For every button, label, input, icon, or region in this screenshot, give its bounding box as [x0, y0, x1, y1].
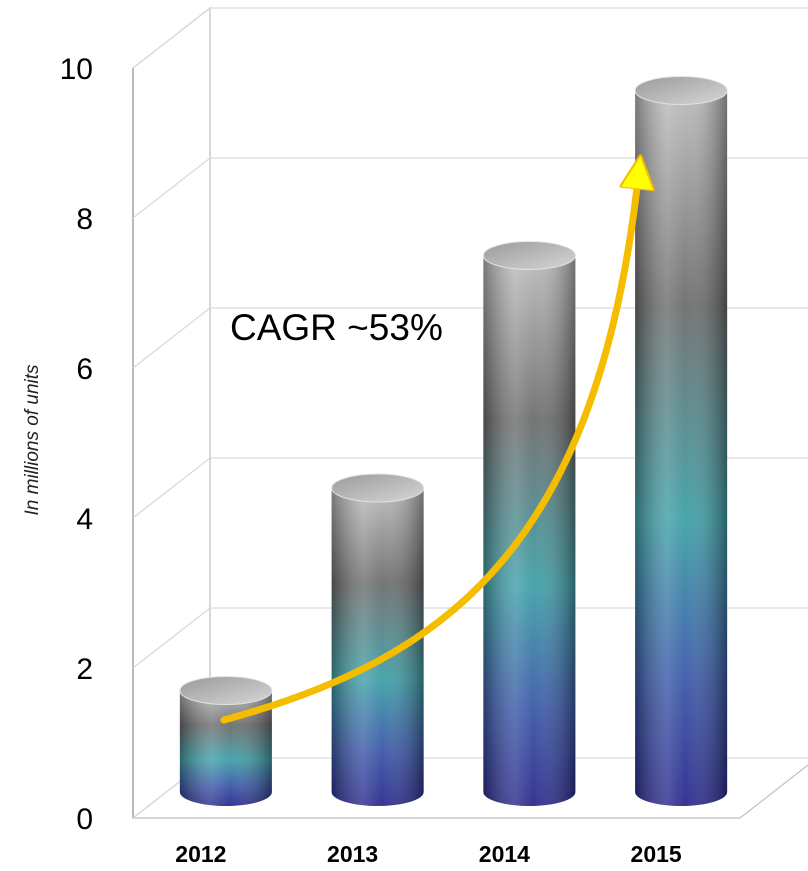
x-tick-label: 2012	[175, 841, 226, 867]
bar-2015	[634, 76, 728, 806]
x-tick-label: 2014	[479, 841, 530, 867]
bar-2013	[331, 473, 425, 806]
bar-shade	[331, 488, 424, 806]
gridline	[132, 607, 808, 669]
y-tick-label: 0	[76, 803, 93, 836]
y-tick-label: 8	[76, 203, 93, 236]
bar-cap	[482, 241, 576, 270]
x-tick-label: 2013	[327, 841, 378, 867]
floor-edge	[133, 764, 808, 819]
y-tick-label: 2	[76, 653, 93, 686]
x-tick-labels: 2012 2013 2014 2015	[175, 841, 682, 867]
gridline	[132, 307, 808, 369]
y-axis-label: In millions of units	[22, 364, 43, 516]
bar-shade	[635, 90, 728, 806]
bar-2012	[179, 676, 273, 806]
y-tick-label: 4	[76, 503, 93, 536]
y-tick-labels: 0 2 4 6 8 10	[60, 53, 93, 836]
bar-shade	[179, 690, 272, 806]
y-tick-label: 10	[60, 53, 93, 86]
x-tick-label: 2015	[631, 841, 682, 867]
bar-cap	[179, 676, 273, 705]
gridline	[132, 457, 808, 519]
y-tick-label: 6	[76, 353, 93, 386]
bar-cap	[634, 76, 728, 105]
bars	[179, 76, 728, 806]
cagr-arrow	[220, 169, 639, 724]
gridline	[132, 157, 808, 219]
gridlines	[132, 7, 808, 819]
bar-cap	[331, 473, 425, 503]
cagr-annotation: CAGR ~53%	[230, 307, 443, 348]
gridline	[132, 7, 808, 69]
